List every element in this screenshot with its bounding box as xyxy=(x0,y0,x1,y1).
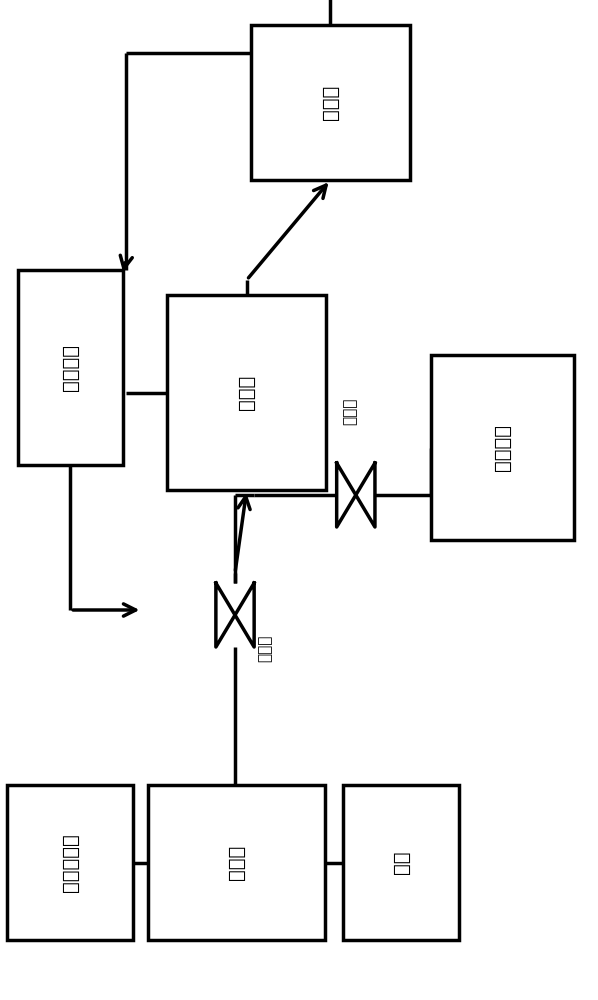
FancyBboxPatch shape xyxy=(343,785,459,940)
FancyBboxPatch shape xyxy=(18,270,123,465)
FancyBboxPatch shape xyxy=(251,25,410,180)
FancyBboxPatch shape xyxy=(148,785,325,940)
Text: 蒸馏水试瓶: 蒸馏水试瓶 xyxy=(60,833,80,892)
Text: 样液: 样液 xyxy=(392,851,410,874)
FancyBboxPatch shape xyxy=(7,785,133,940)
FancyBboxPatch shape xyxy=(431,355,574,540)
Text: 多通阀: 多通阀 xyxy=(227,845,246,880)
Text: 电磁阀: 电磁阀 xyxy=(342,398,358,425)
Text: 控制单元: 控制单元 xyxy=(61,344,80,391)
FancyBboxPatch shape xyxy=(167,295,326,490)
Text: 进样阀: 进样阀 xyxy=(257,635,273,662)
Text: 传感器: 传感器 xyxy=(237,375,256,410)
Text: 混合容器: 混合容器 xyxy=(493,424,512,471)
Text: 蟠动泵: 蟠动泵 xyxy=(321,85,340,120)
